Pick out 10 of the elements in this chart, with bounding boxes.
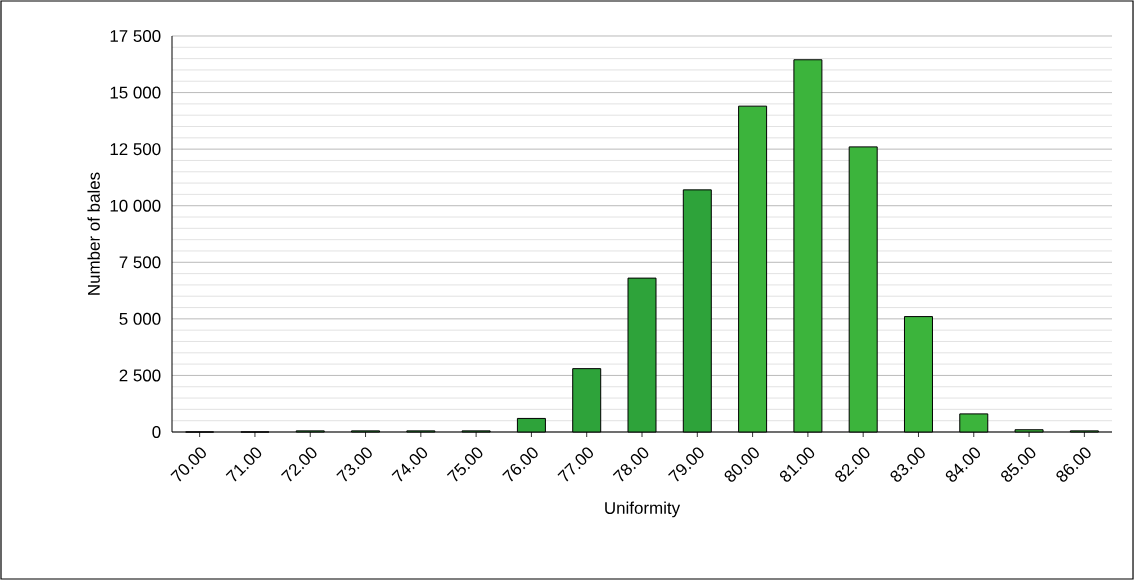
y-tick-label: 17 500 (110, 29, 161, 42)
x-axis-title: Uniformity (605, 501, 681, 518)
y-tick-label: 12 500 (110, 143, 161, 156)
y-tick-label: 10 000 (110, 199, 161, 212)
y-axis-title: Number of bales (87, 172, 100, 295)
y-tick-label: 7 500 (119, 256, 161, 269)
y-tick-label: 0 (152, 426, 161, 438)
y-tick-label: 2 500 (119, 369, 161, 382)
y-tick-label: 5 000 (119, 312, 161, 325)
y-tick-label: 15 000 (110, 86, 161, 99)
